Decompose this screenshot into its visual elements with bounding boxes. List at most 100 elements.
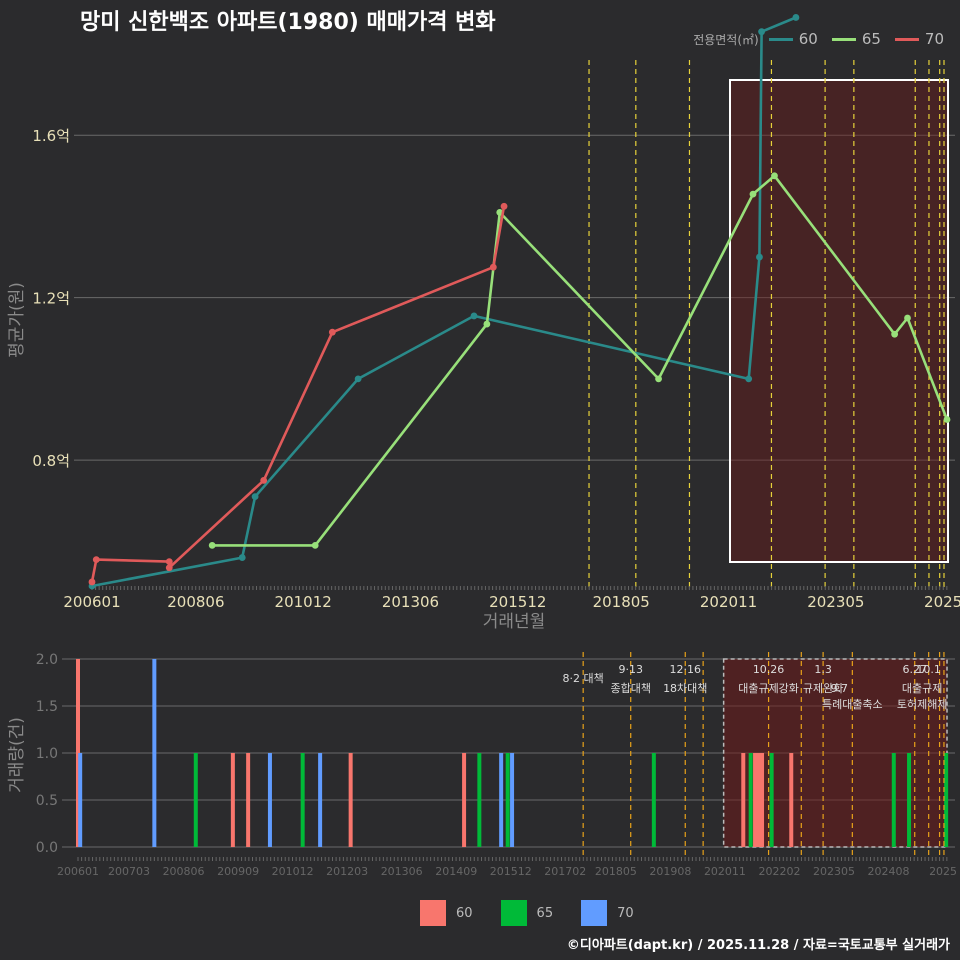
legend-top-swatch-70 (894, 37, 919, 41)
data-point-60 (792, 14, 800, 21)
data-point-70 (92, 556, 100, 564)
bar-x-tick-label: 200909 (217, 865, 259, 878)
data-point-70 (260, 477, 268, 484)
volume-bar-60 (246, 753, 251, 847)
legend-top: 전용면적(㎡) 60 65 70 (693, 30, 952, 48)
chart-title: 망미 신한백조 아파트(1980) 매매가격 변화 (80, 10, 496, 35)
bar-y-axis-title: 거래량(건) (7, 717, 27, 793)
volume-bar-70 (318, 753, 323, 847)
volume-bar-65 (769, 753, 774, 847)
series-line-70 (90, 206, 506, 583)
data-point-60 (251, 493, 259, 501)
bar-y-tick-label: 1.0 (36, 746, 58, 762)
legend-bottom-label-60: 60 (456, 905, 473, 921)
volume-bar-60 (760, 753, 765, 847)
legend-top-item-65: 65 (831, 30, 881, 48)
bar-x-tick-label: 201012 (272, 865, 314, 878)
data-point-65 (771, 172, 778, 180)
policy-annotation: 9·13 (618, 663, 643, 676)
data-point-65 (943, 416, 951, 423)
policy-annotation: 토허제해제 (897, 697, 948, 711)
x-tick-label: 200806 (167, 593, 224, 611)
bar-x-tick-label: 2025 (929, 865, 957, 878)
legend-bottom-swatch-65 (500, 900, 527, 926)
y-tick-label: 0.8억 (32, 452, 70, 470)
volume-bar-65 (907, 753, 912, 847)
bar-x-tick-label: 200703 (108, 865, 150, 878)
policy-annotation: 규제완화 (803, 682, 843, 695)
volume-bar-70 (78, 753, 83, 847)
legend-top-swatch-65 (831, 37, 856, 41)
data-point-65 (208, 541, 216, 549)
data-point-60 (354, 375, 362, 383)
policy-annotation: 대출규제 (902, 682, 942, 695)
x-tick-label: 201306 (382, 593, 439, 611)
policy-annotation: 8·2 대책 (563, 672, 604, 685)
volume-bar-70 (499, 753, 504, 847)
legend-bottom: 60 65 70 (420, 900, 648, 926)
legend-bottom-swatch-60 (420, 900, 446, 926)
policy-annotation: 특례대출축소 (822, 698, 883, 711)
data-point-60 (756, 253, 763, 261)
y-tick-label: 1.2억 (32, 290, 70, 308)
volume-bar-chart: 0.0 0.5 1.0 1.5 2.0 200601 200703 200806 200909 2… (7, 652, 957, 878)
data-point-70 (328, 328, 336, 336)
policy-annotation: 10.26 (753, 663, 785, 676)
data-point-60 (745, 375, 753, 383)
bar-x-tick-label: 201306 (381, 865, 423, 878)
series-line-60 (91, 16, 797, 588)
bar-y-tick-label: 0.5 (36, 793, 58, 809)
policy-annotation: 6.27 (902, 663, 927, 676)
volume-bar-70 (267, 753, 272, 847)
volume-bar-70 (510, 753, 515, 847)
source-footer: ©디아파트(dapt.kr) / 2025.11.28 / 자료=국토교통부 실… (566, 938, 950, 953)
x-tick-label: 200601 (63, 593, 120, 611)
policy-annotation: 10.1 (916, 663, 941, 676)
data-point-70 (165, 558, 173, 566)
data-point-60 (758, 28, 765, 36)
volume-bar-65 (300, 753, 305, 847)
data-point-60 (238, 554, 246, 561)
bar-x-tick-label: 201908 (649, 865, 691, 878)
volume-bar-65 (748, 753, 753, 847)
volume-bar-65 (477, 753, 482, 847)
volume-bar-60 (76, 659, 80, 847)
highlight-region (729, 79, 949, 563)
x-tick-label: 201805 (593, 593, 650, 611)
policy-annotation: 9.7 (830, 682, 848, 695)
bar-x-tick-label: 202305 (813, 865, 855, 878)
volume-bar-60 (348, 753, 353, 847)
bar-x-tick-label: 202408 (868, 865, 910, 878)
bar-y-tick-label: 2.0 (36, 652, 58, 668)
bar-y-tick-label: 0.0 (36, 840, 58, 856)
legend-bottom-swatch-70 (581, 900, 608, 926)
bar-x-tick-label: 200806 (163, 865, 205, 878)
volume-bar-60 (756, 753, 761, 847)
legend-bottom-item-60: 60 (420, 900, 473, 926)
price-line-chart: 0.8억 1.2억 1.6억 200601 200806 201012 201306 2015… (7, 14, 960, 632)
volume-bar-60 (741, 753, 746, 847)
volume-bar-65 (505, 753, 510, 847)
x-tick-label: 202305 (807, 593, 864, 611)
volume-bar-65 (891, 753, 896, 847)
bar-y-tick-label: 1.5 (36, 699, 58, 715)
bar-x-tick-label: 201702 (544, 865, 586, 878)
bar-x-tick-label: 201805 (595, 865, 637, 878)
legend-bottom-label-70: 70 (617, 905, 634, 921)
legend-top-item-60: 60 (768, 30, 818, 48)
legend-top-label-70: 70 (924, 30, 944, 48)
volume-bar-65 (193, 753, 198, 847)
legend-top-label-60: 60 (798, 30, 818, 48)
x-tick-label: 201512 (489, 593, 546, 611)
legend-top-title: 전용면적(㎡) (693, 32, 759, 47)
x-axis-title: 거래년월 (483, 612, 546, 632)
bar-x-tick-label: 201512 (490, 865, 532, 878)
x-tick-label: 201012 (275, 593, 332, 611)
volume-bar-60 (753, 753, 758, 847)
data-point-70 (500, 202, 508, 210)
volume-bar-60 (230, 753, 235, 847)
data-point-65 (655, 375, 662, 383)
legend-top-item-70: 70 (894, 30, 944, 48)
